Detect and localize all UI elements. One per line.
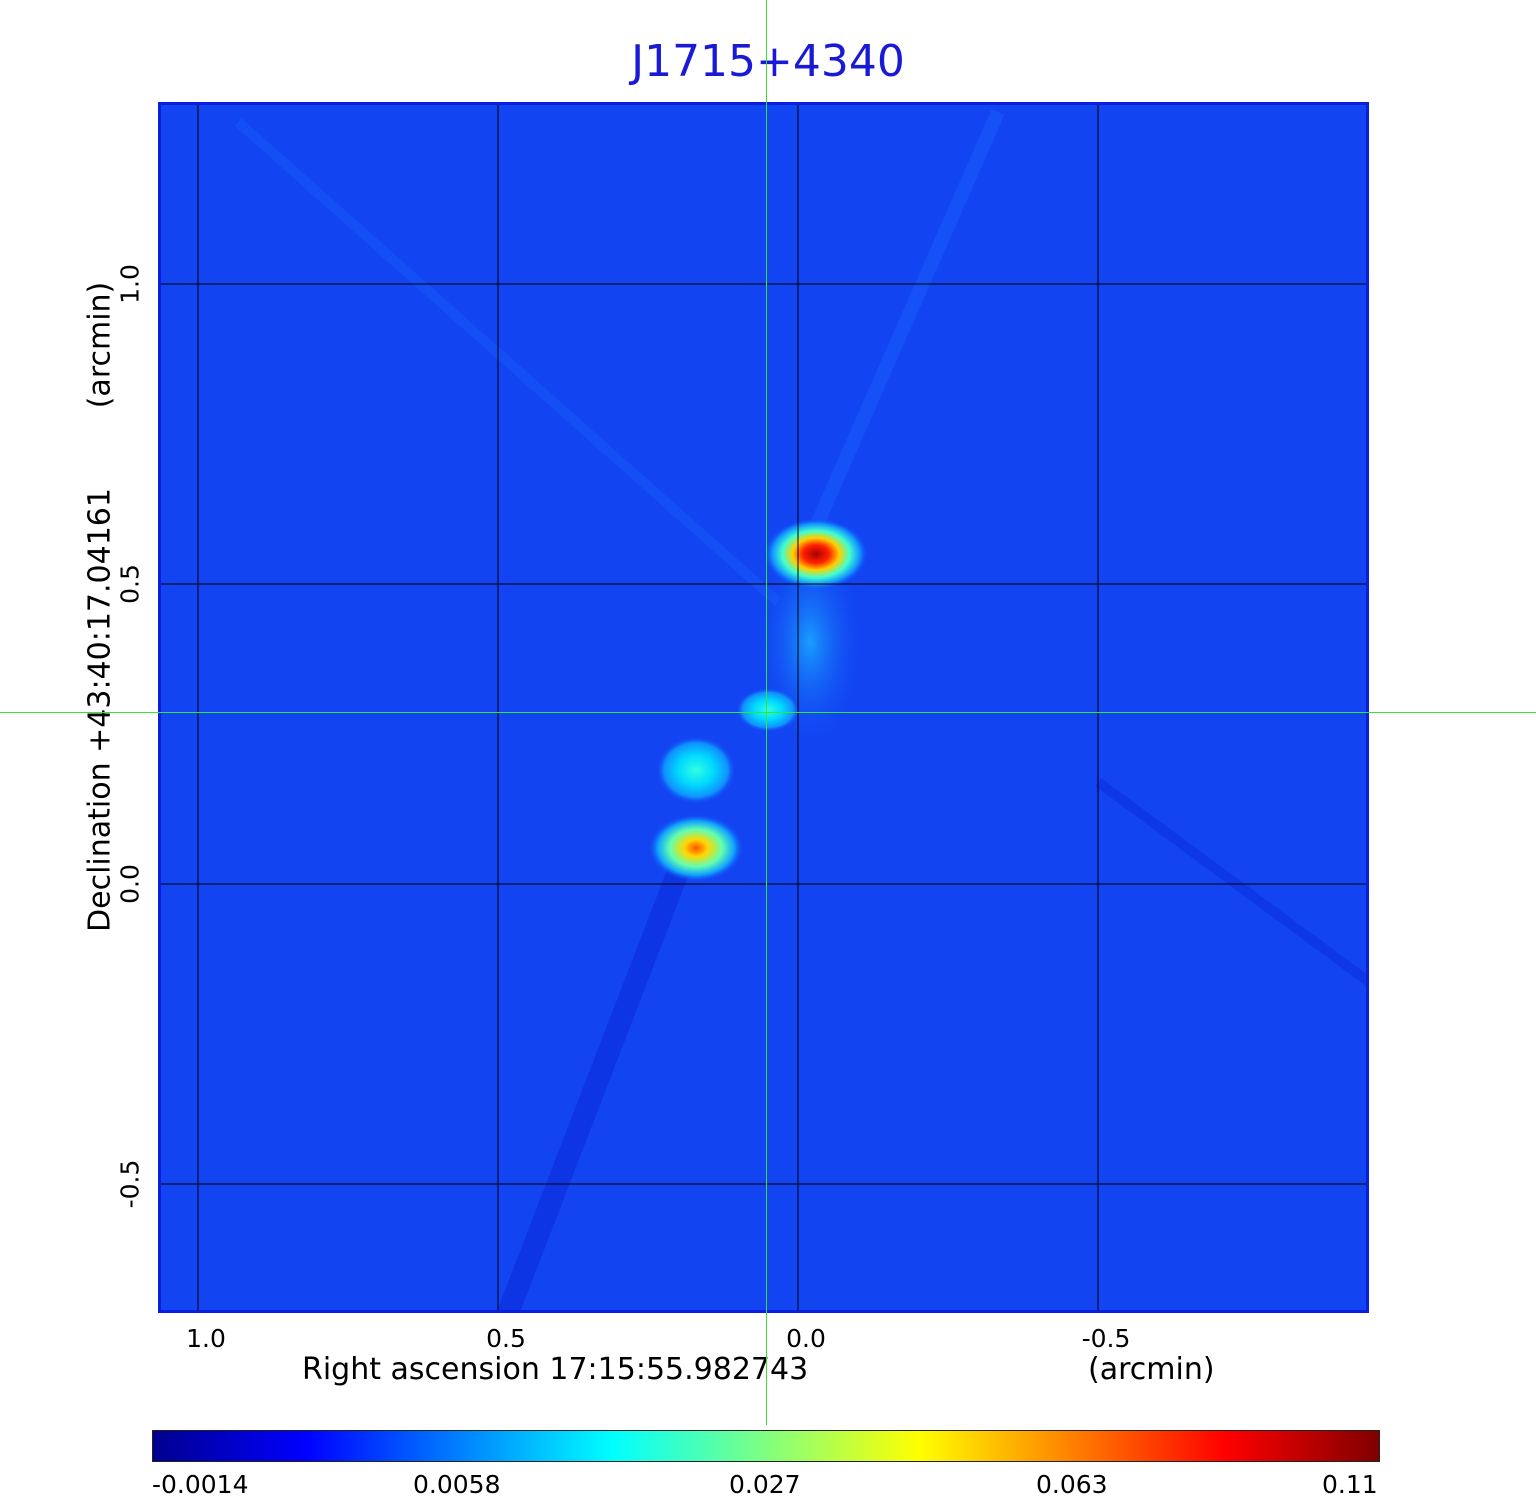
colorbar-tick-label: -0.0014	[152, 1470, 249, 1499]
image-panel[interactable]	[158, 102, 1369, 1313]
negative-streak	[1095, 777, 1369, 987]
crosshair-horizontal[interactable]	[0, 712, 1536, 713]
y-tick-label: 0.0	[115, 864, 145, 904]
y-tick-label: 0.5	[115, 564, 145, 604]
x-axis-unit: (arcmin)	[1088, 1352, 1215, 1387]
x-tick-label: 0.5	[486, 1324, 526, 1353]
colorbar	[152, 1430, 1380, 1462]
y-tick-label: 1.0	[115, 264, 145, 304]
y-tick-label: -0.5	[115, 1159, 145, 1209]
source-core	[764, 518, 868, 590]
source-knot-2	[656, 736, 736, 804]
x-axis-label: Right ascension 17:15:55.982743	[302, 1352, 809, 1387]
source-knot-1	[736, 688, 800, 732]
sidelobe-streak	[234, 118, 782, 606]
plot-title: J1715+4340	[631, 36, 905, 87]
x-tick-label: -0.5	[1081, 1324, 1131, 1353]
x-tick-label: 1.0	[186, 1324, 226, 1353]
x-tick-label: 0.0	[786, 1324, 826, 1353]
y-axis-unit: (arcmin)	[82, 281, 118, 409]
sky-image[interactable]	[158, 102, 1369, 1313]
source-hotspot	[648, 814, 744, 882]
colorbar-tick-label: 0.063	[1036, 1470, 1108, 1499]
colorbar-tick-label: 0.11	[1322, 1470, 1378, 1499]
colorbar-tick-label: 0.027	[729, 1470, 801, 1499]
y-axis-label: Declination +43:40:17.04161	[82, 488, 118, 932]
sidelobe-streak	[811, 109, 1005, 525]
negative-streak	[497, 868, 689, 1313]
colorbar-tick-label: 0.0058	[413, 1470, 501, 1499]
image-frame	[158, 102, 1369, 1313]
